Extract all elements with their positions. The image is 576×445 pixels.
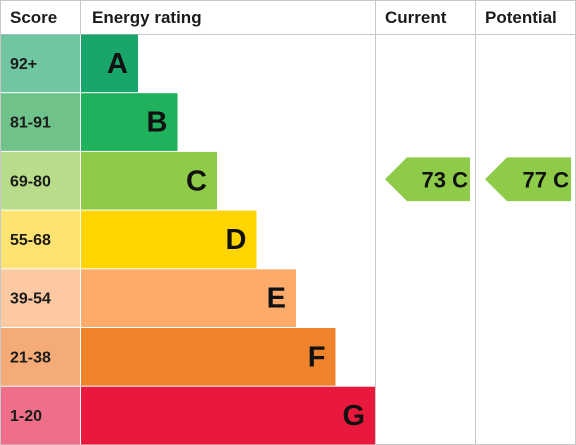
- band-bar-f: [81, 328, 336, 386]
- score-range-g: 1-20: [10, 408, 42, 425]
- score-cell-b: [1, 93, 80, 151]
- score-cell-a: [1, 34, 80, 93]
- current-rating-label: 73 C: [422, 167, 469, 192]
- rating-arrows: 73 C 77 C: [385, 157, 571, 202]
- current-rating-arrow: [385, 157, 470, 202]
- band-letter-f: F: [308, 341, 326, 373]
- rating-bands: 92+ A 81-91 B 69-80 C 55-68 D 39-54 E 21-38 F 1-20 G: [1, 34, 375, 445]
- band-letter-d: D: [226, 224, 247, 256]
- band-bar-c: [81, 151, 217, 210]
- potential-rating-arrow: [485, 157, 571, 202]
- header-potential: Potential: [485, 8, 557, 27]
- score-cell-e: [1, 269, 80, 327]
- band-bar-b: [81, 93, 178, 151]
- score-cell-d: [1, 210, 80, 269]
- potential-rating-label: 77 C: [523, 167, 570, 192]
- score-cell-g: [1, 386, 80, 445]
- band-letter-b: B: [147, 107, 168, 139]
- band-bar-d: [81, 210, 257, 269]
- header-current: Current: [385, 8, 447, 27]
- band-letter-g: G: [342, 400, 365, 432]
- band-bar-a: [81, 34, 138, 93]
- score-range-e: 39-54: [10, 291, 51, 308]
- score-range-d: 55-68: [10, 232, 51, 249]
- band-bar-e: [81, 269, 296, 327]
- score-range-a: 92+: [10, 56, 37, 73]
- score-range-b: 81-91: [10, 115, 51, 132]
- header-energy-rating: Energy rating: [92, 8, 202, 27]
- band-bar-g: [81, 386, 375, 445]
- band-letter-e: E: [267, 283, 286, 315]
- score-cell-c: [1, 151, 80, 210]
- score-range-f: 21-38: [10, 349, 51, 366]
- score-cell-f: [1, 328, 80, 386]
- header-score: Score: [10, 8, 57, 27]
- band-letter-a: A: [107, 48, 128, 80]
- score-range-c: 69-80: [10, 173, 51, 190]
- band-letter-c: C: [186, 165, 207, 197]
